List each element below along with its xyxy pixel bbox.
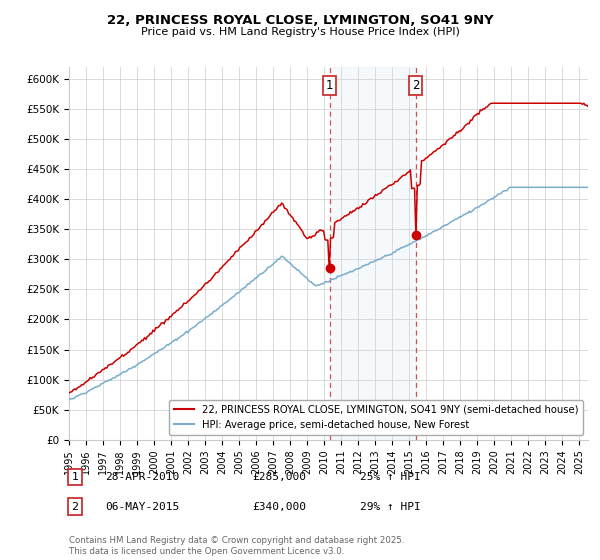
Legend: 22, PRINCESS ROYAL CLOSE, LYMINGTON, SO41 9NY (semi-detached house), HPI: Averag: 22, PRINCESS ROYAL CLOSE, LYMINGTON, SO4… — [169, 400, 583, 435]
Text: 1: 1 — [71, 472, 79, 482]
Text: 1: 1 — [326, 79, 334, 92]
Text: Price paid vs. HM Land Registry's House Price Index (HPI): Price paid vs. HM Land Registry's House … — [140, 27, 460, 37]
Text: 2: 2 — [412, 79, 419, 92]
Text: £340,000: £340,000 — [252, 502, 306, 512]
Text: Contains HM Land Registry data © Crown copyright and database right 2025.
This d: Contains HM Land Registry data © Crown c… — [69, 536, 404, 556]
Text: 28-APR-2010: 28-APR-2010 — [105, 472, 179, 482]
Text: 29% ↑ HPI: 29% ↑ HPI — [360, 502, 421, 512]
Text: 25% ↑ HPI: 25% ↑ HPI — [360, 472, 421, 482]
Text: 06-MAY-2015: 06-MAY-2015 — [105, 502, 179, 512]
Text: £285,000: £285,000 — [252, 472, 306, 482]
Text: 22, PRINCESS ROYAL CLOSE, LYMINGTON, SO41 9NY: 22, PRINCESS ROYAL CLOSE, LYMINGTON, SO4… — [107, 14, 493, 27]
Text: 2: 2 — [71, 502, 79, 512]
Bar — [329, 67, 416, 440]
